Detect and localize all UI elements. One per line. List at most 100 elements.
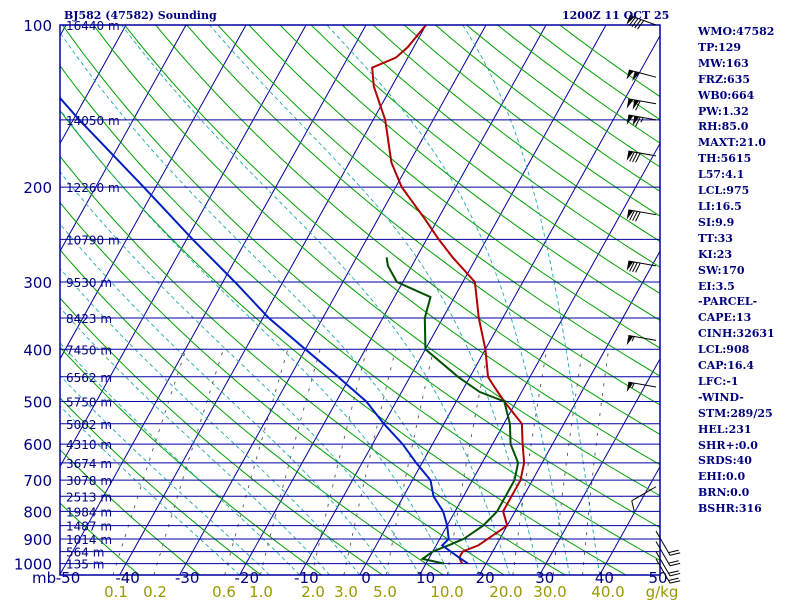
wind-barb-flag bbox=[668, 560, 679, 564]
mixing-ratio-line bbox=[343, 349, 396, 575]
mixing-ratio-label: 30.0 bbox=[533, 583, 566, 600]
stat-item: CAPE:13 bbox=[698, 311, 752, 325]
stat-item: BSHR:316 bbox=[698, 502, 762, 516]
height-label: 16440 m bbox=[66, 19, 120, 33]
stat-item: LCL:975 bbox=[698, 184, 750, 198]
wind-barb-pennant bbox=[626, 151, 634, 161]
pressure-tick-label: 400 bbox=[23, 341, 52, 359]
height-label: 1984 m bbox=[66, 505, 112, 519]
wind-barb bbox=[655, 551, 681, 577]
wind-barb-flag bbox=[669, 572, 681, 577]
parcel-profile bbox=[60, 96, 469, 565]
isotherm-line bbox=[60, 25, 367, 575]
wind-barb-pennant bbox=[632, 71, 640, 82]
wind-barb bbox=[626, 381, 657, 392]
wind-barb-staff bbox=[655, 558, 671, 584]
wind-barb-pennant bbox=[626, 114, 634, 125]
isotherm-line bbox=[60, 25, 67, 37]
stat-item: SI:9.9 bbox=[698, 215, 735, 229]
wind-barb-pennant bbox=[632, 99, 640, 110]
stat-item: LI:16.5 bbox=[698, 199, 742, 213]
height-label: 3674 m bbox=[66, 457, 112, 471]
mixing-ratio-line bbox=[446, 349, 489, 575]
isotherm-line bbox=[539, 357, 660, 575]
moist-adiabat bbox=[60, 405, 240, 575]
isotherm-line bbox=[479, 250, 660, 575]
dry-adiabat bbox=[466, 25, 660, 168]
mixing-ratio-line bbox=[153, 349, 224, 575]
wind-barb bbox=[626, 14, 657, 30]
stat-item: TH:5615 bbox=[698, 152, 752, 166]
wind-barb-staff bbox=[628, 381, 657, 388]
height-label: 3078 m bbox=[66, 474, 112, 488]
wind-barb-flag bbox=[635, 100, 641, 111]
wind-barb-flag bbox=[669, 580, 681, 584]
pressure-tick-label: 800 bbox=[23, 503, 52, 521]
moist-adiabat bbox=[326, 25, 571, 575]
wind-barb-staff bbox=[629, 14, 657, 26]
mixing-ratio-label: 5.0 bbox=[373, 583, 397, 600]
stat-item: WMO:47582 bbox=[698, 25, 775, 38]
temperature-tick-label: 40 bbox=[595, 569, 614, 587]
dry-adiabat bbox=[497, 25, 660, 144]
stat-item: CAP:16.4 bbox=[698, 359, 755, 373]
dry-adiabat bbox=[60, 109, 627, 575]
pressure-tick-label: 900 bbox=[23, 531, 52, 549]
dry-adiabat bbox=[60, 155, 566, 575]
temperature-tick-label: 30 bbox=[535, 569, 554, 587]
wind-barb-pennant bbox=[626, 69, 634, 80]
wind-barb-flag bbox=[629, 261, 635, 272]
chart-time: 1200Z 11 OCT 25 bbox=[562, 9, 670, 22]
pressure-tick-label: 200 bbox=[23, 179, 52, 197]
wind-barb-flag bbox=[668, 570, 679, 574]
pressure-unit-label: mb bbox=[32, 569, 56, 587]
stat-item: WB0:664 bbox=[698, 88, 755, 102]
dry-adiabat bbox=[60, 64, 660, 561]
height-label: 5002 m bbox=[66, 418, 112, 432]
height-label: 5750 m bbox=[66, 395, 112, 409]
wind-barb-flag bbox=[629, 151, 635, 162]
mixing-ratio-label: 0.2 bbox=[143, 583, 167, 600]
wind-barb bbox=[655, 541, 681, 567]
mixing-ratio-label: 3.0 bbox=[334, 583, 358, 600]
temperature-tick-label: 50 bbox=[648, 569, 667, 587]
sounding-indices: WMO:47582 TP:129 MW:163 FRZ:635 WB0:664 PW:1.… bbox=[698, 24, 775, 517]
height-label: 6562 m bbox=[66, 371, 112, 385]
wind-barbs bbox=[626, 14, 681, 584]
stat-item: SRDS:40 bbox=[698, 454, 752, 468]
wind-barb-halfflag bbox=[631, 382, 635, 389]
height-label: 4310 m bbox=[66, 438, 112, 452]
isotherm-line bbox=[419, 142, 660, 575]
dry-adiabat bbox=[186, 25, 660, 406]
wind-barb-flag bbox=[668, 577, 679, 581]
dry-adiabat bbox=[279, 25, 660, 322]
wind-barb bbox=[626, 260, 657, 273]
dry-adiabat bbox=[155, 25, 660, 436]
pressure-tick-label: 500 bbox=[23, 393, 52, 411]
dry-adiabat bbox=[341, 25, 660, 268]
moist-adiabat bbox=[462, 25, 601, 575]
height-label: 564 m bbox=[66, 546, 104, 560]
stat-item: KI:23 bbox=[698, 247, 733, 261]
wind-barb-flag bbox=[668, 549, 679, 554]
mixing-ratio-label: 10.0 bbox=[430, 583, 463, 600]
wind-barb bbox=[626, 209, 657, 222]
dry-adiabat bbox=[60, 449, 201, 575]
moist-adiabat bbox=[60, 171, 420, 575]
moist-adiabat bbox=[60, 342, 300, 575]
temperature-tick-label: -50 bbox=[56, 569, 81, 587]
dry-adiabat bbox=[248, 25, 660, 349]
height-label: 12260 m bbox=[66, 181, 120, 195]
mixing-ratio-label: 20.0 bbox=[489, 583, 522, 600]
wind-barb-pennant bbox=[632, 116, 640, 126]
wind-barb bbox=[626, 114, 657, 127]
isotherm-line bbox=[60, 25, 247, 360]
temperature-profile bbox=[371, 25, 526, 565]
mixing-ratio-label: g/kg bbox=[646, 583, 679, 600]
isotherm-line bbox=[599, 465, 660, 575]
wind-barb-flag bbox=[635, 152, 641, 163]
height-label: 10790 m bbox=[66, 233, 120, 247]
wind-barb-pennant bbox=[626, 15, 635, 25]
stat-item: TP:129 bbox=[698, 40, 742, 54]
